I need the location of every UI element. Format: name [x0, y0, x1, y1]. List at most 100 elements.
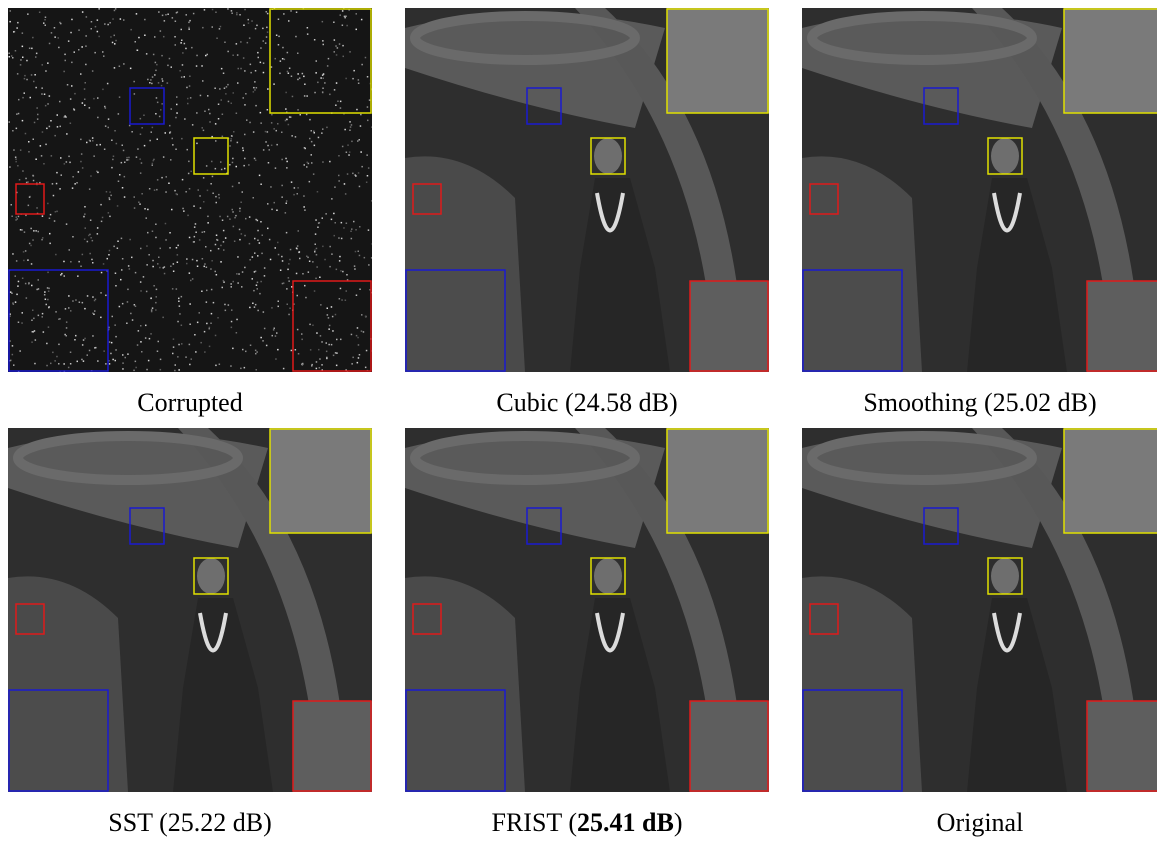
- noise-dot: [326, 351, 328, 353]
- noise-dot: [105, 295, 107, 297]
- noise-dot: [77, 361, 79, 363]
- noise-dot: [356, 13, 358, 15]
- caption: Corrupted: [8, 388, 372, 418]
- noise-dot: [171, 108, 173, 110]
- noise-dot: [63, 71, 65, 73]
- noise-dot: [215, 123, 217, 125]
- noise-dot: [153, 54, 155, 56]
- noise-dot: [322, 161, 324, 163]
- noise-dot: [351, 141, 353, 143]
- noise-dot: [197, 322, 199, 324]
- noise-dot: [229, 164, 231, 166]
- noise-dot: [104, 23, 106, 25]
- noise-dot: [156, 296, 158, 298]
- noise-dot: [79, 302, 81, 304]
- noise-dot: [337, 47, 339, 49]
- noise-dot: [28, 205, 30, 207]
- noise-dot: [163, 36, 165, 38]
- noise-dot: [133, 81, 135, 83]
- noise-dot: [236, 113, 238, 115]
- noise-dot: [68, 307, 70, 309]
- noise-dot: [366, 154, 368, 156]
- noise-dot: [92, 240, 94, 242]
- noise-dot: [232, 211, 234, 213]
- noise-dot: [242, 349, 244, 351]
- noise-dot: [290, 10, 292, 12]
- noise-dot: [286, 288, 288, 290]
- noise-dot: [157, 179, 159, 181]
- noise-dot: [259, 242, 261, 244]
- noise-dot: [47, 299, 49, 301]
- noise-dot: [212, 193, 214, 195]
- noise-dot: [221, 99, 223, 101]
- noise-dot: [171, 209, 173, 211]
- noise-dot: [64, 334, 66, 336]
- zoom-face: [667, 8, 769, 113]
- noise-dot: [46, 365, 48, 367]
- noise-dot: [358, 83, 360, 85]
- noise-dot: [311, 162, 313, 164]
- noise-dot: [216, 202, 218, 204]
- noise-dot: [257, 240, 259, 242]
- noise-dot: [145, 325, 147, 327]
- noise-dot: [255, 160, 257, 162]
- noise-dot: [316, 361, 318, 363]
- noise-dot: [192, 259, 194, 261]
- noise-dot: [114, 35, 116, 37]
- noise-dot: [256, 351, 258, 353]
- noise-dot: [181, 138, 183, 140]
- noise-dot: [73, 108, 75, 110]
- noise-dot: [260, 221, 262, 223]
- noise-dot: [293, 194, 295, 196]
- noise-dot: [122, 362, 124, 364]
- noise-dot: [193, 205, 195, 207]
- noise-dot: [223, 281, 225, 283]
- noise-dot: [190, 280, 192, 282]
- noise-dot: [47, 203, 49, 205]
- noise-dot: [250, 72, 252, 74]
- noise-dot: [295, 349, 297, 351]
- noise-dot: [98, 36, 100, 38]
- noise-dot: [196, 112, 198, 114]
- noise-dot: [255, 350, 257, 352]
- noise-dot: [178, 298, 180, 300]
- noise-dot: [82, 102, 84, 104]
- noise-dot: [249, 37, 251, 39]
- noise-dot: [17, 285, 19, 287]
- noise-dot: [80, 161, 82, 163]
- noise-dot: [143, 115, 145, 117]
- noise-dot: [302, 273, 304, 275]
- noise-dot: [229, 145, 231, 147]
- noise-dot: [286, 203, 288, 205]
- noise-dot: [231, 321, 233, 323]
- noise-dot: [286, 200, 288, 202]
- noise-dot: [152, 231, 154, 233]
- noise-dot: [77, 275, 79, 277]
- noise-dot: [244, 267, 246, 269]
- noise-dot: [148, 254, 150, 256]
- noise-dot: [263, 149, 265, 151]
- noise-dot: [270, 259, 272, 261]
- noise-dot: [52, 352, 54, 354]
- noise-dot: [176, 104, 178, 106]
- noise-dot: [336, 339, 338, 341]
- noise-dot: [70, 363, 72, 365]
- image-panel: [802, 428, 1157, 792]
- noise-dot: [311, 364, 313, 366]
- noise-dot: [175, 117, 177, 119]
- noise-dot: [282, 47, 284, 49]
- noise-dot: [327, 65, 329, 67]
- noise-dot: [48, 307, 50, 309]
- noise-dot: [151, 309, 153, 311]
- noise-dot: [157, 102, 159, 104]
- noise-dot: [297, 245, 299, 247]
- noise-dot: [66, 223, 68, 225]
- noise-dot: [353, 70, 355, 72]
- caption: Original: [798, 808, 1157, 838]
- noise-dot: [303, 76, 305, 78]
- noise-dot: [45, 17, 47, 19]
- noise-dot: [342, 146, 344, 148]
- noise-dot: [12, 354, 14, 356]
- noise-dot: [97, 31, 99, 33]
- noise-dot: [41, 93, 43, 95]
